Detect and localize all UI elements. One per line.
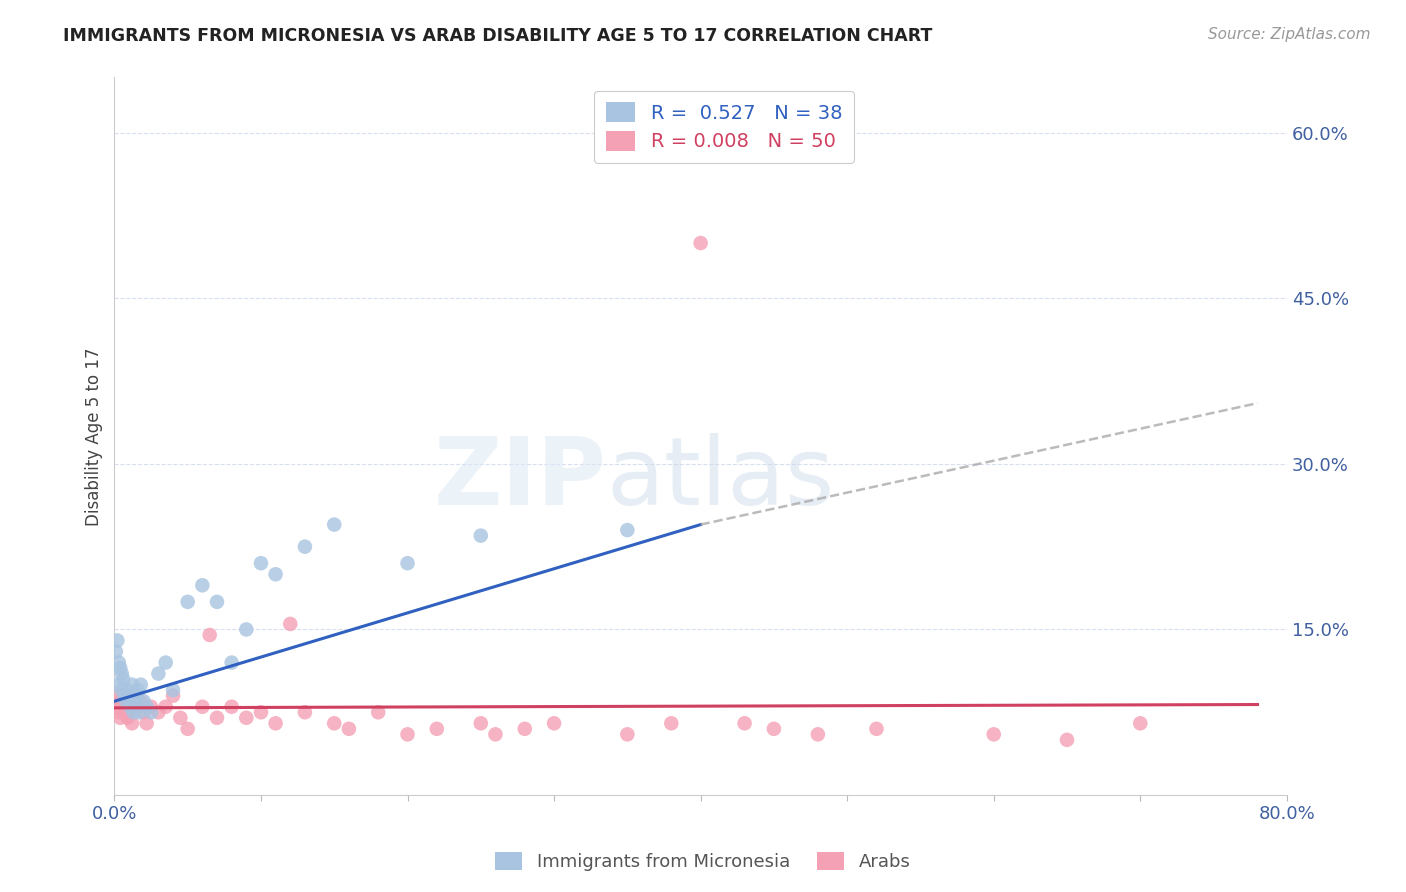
Point	[124, 694, 146, 708]
Point	[323, 517, 346, 532]
Point	[762, 722, 785, 736]
Point	[484, 727, 506, 741]
Point	[127, 683, 149, 698]
Point	[470, 716, 492, 731]
Text: Source: ZipAtlas.com: Source: ZipAtlas.com	[1208, 27, 1371, 42]
Point	[108, 694, 131, 708]
Point	[135, 716, 157, 731]
Text: ZIP: ZIP	[434, 434, 607, 525]
Point	[118, 689, 141, 703]
Point	[264, 567, 287, 582]
Point	[205, 711, 228, 725]
Point	[865, 722, 887, 736]
Point	[104, 689, 127, 703]
Y-axis label: Disability Age 5 to 17: Disability Age 5 to 17	[86, 347, 103, 525]
Point	[176, 595, 198, 609]
Point	[110, 711, 132, 725]
Point	[807, 727, 830, 741]
Point	[118, 705, 141, 719]
Point	[191, 578, 214, 592]
Point	[659, 716, 682, 731]
Point	[129, 678, 152, 692]
Point	[616, 523, 638, 537]
Point	[105, 699, 128, 714]
Point	[112, 689, 135, 703]
Point	[128, 705, 150, 719]
Point	[139, 699, 162, 714]
Point	[294, 705, 316, 719]
Point	[396, 727, 419, 741]
Point	[513, 722, 536, 736]
Point	[125, 689, 148, 703]
Text: IMMIGRANTS FROM MICRONESIA VS ARAB DISABILITY AGE 5 TO 17 CORRELATION CHART: IMMIGRANTS FROM MICRONESIA VS ARAB DISAB…	[63, 27, 932, 45]
Point	[111, 699, 134, 714]
Point	[162, 689, 184, 703]
Point	[115, 694, 138, 708]
Point	[132, 705, 155, 719]
Point	[235, 711, 257, 725]
Legend: Immigrants from Micronesia, Arabs: Immigrants from Micronesia, Arabs	[488, 845, 918, 879]
Point	[734, 716, 756, 731]
Point	[155, 656, 177, 670]
Point	[470, 528, 492, 542]
Point	[983, 727, 1005, 741]
Point	[426, 722, 449, 736]
Point	[337, 722, 360, 736]
Point	[148, 666, 170, 681]
Point	[121, 678, 143, 692]
Point	[117, 683, 139, 698]
Point	[114, 689, 136, 703]
Point	[1056, 732, 1078, 747]
Point	[110, 661, 132, 675]
Point	[689, 235, 711, 250]
Point	[122, 705, 145, 719]
Point	[264, 716, 287, 731]
Point	[191, 699, 214, 714]
Point	[323, 716, 346, 731]
Point	[205, 595, 228, 609]
Point	[616, 727, 638, 741]
Point	[108, 678, 131, 692]
Point	[112, 672, 135, 686]
Point	[117, 711, 139, 725]
Point	[104, 644, 127, 658]
Point	[125, 699, 148, 714]
Point	[148, 705, 170, 719]
Point	[367, 705, 389, 719]
Point	[221, 656, 243, 670]
Point	[135, 699, 157, 714]
Point	[543, 716, 565, 731]
Point	[176, 722, 198, 736]
Text: atlas: atlas	[607, 434, 835, 525]
Point	[111, 666, 134, 681]
Point	[115, 699, 138, 714]
Point	[169, 711, 191, 725]
Point	[278, 616, 301, 631]
Point	[132, 694, 155, 708]
Point	[105, 633, 128, 648]
Point	[120, 699, 142, 714]
Point	[139, 705, 162, 719]
Legend: R =  0.527   N = 38, R = 0.008   N = 50: R = 0.527 N = 38, R = 0.008 N = 50	[595, 91, 853, 163]
Point	[155, 699, 177, 714]
Point	[1129, 716, 1152, 731]
Point	[396, 556, 419, 570]
Point	[221, 699, 243, 714]
Point	[294, 540, 316, 554]
Point	[114, 705, 136, 719]
Point	[250, 556, 273, 570]
Point	[129, 694, 152, 708]
Point	[235, 623, 257, 637]
Point	[121, 716, 143, 731]
Point	[250, 705, 273, 719]
Point	[198, 628, 221, 642]
Point	[108, 656, 131, 670]
Point	[111, 683, 134, 698]
Point	[108, 705, 131, 719]
Point	[162, 683, 184, 698]
